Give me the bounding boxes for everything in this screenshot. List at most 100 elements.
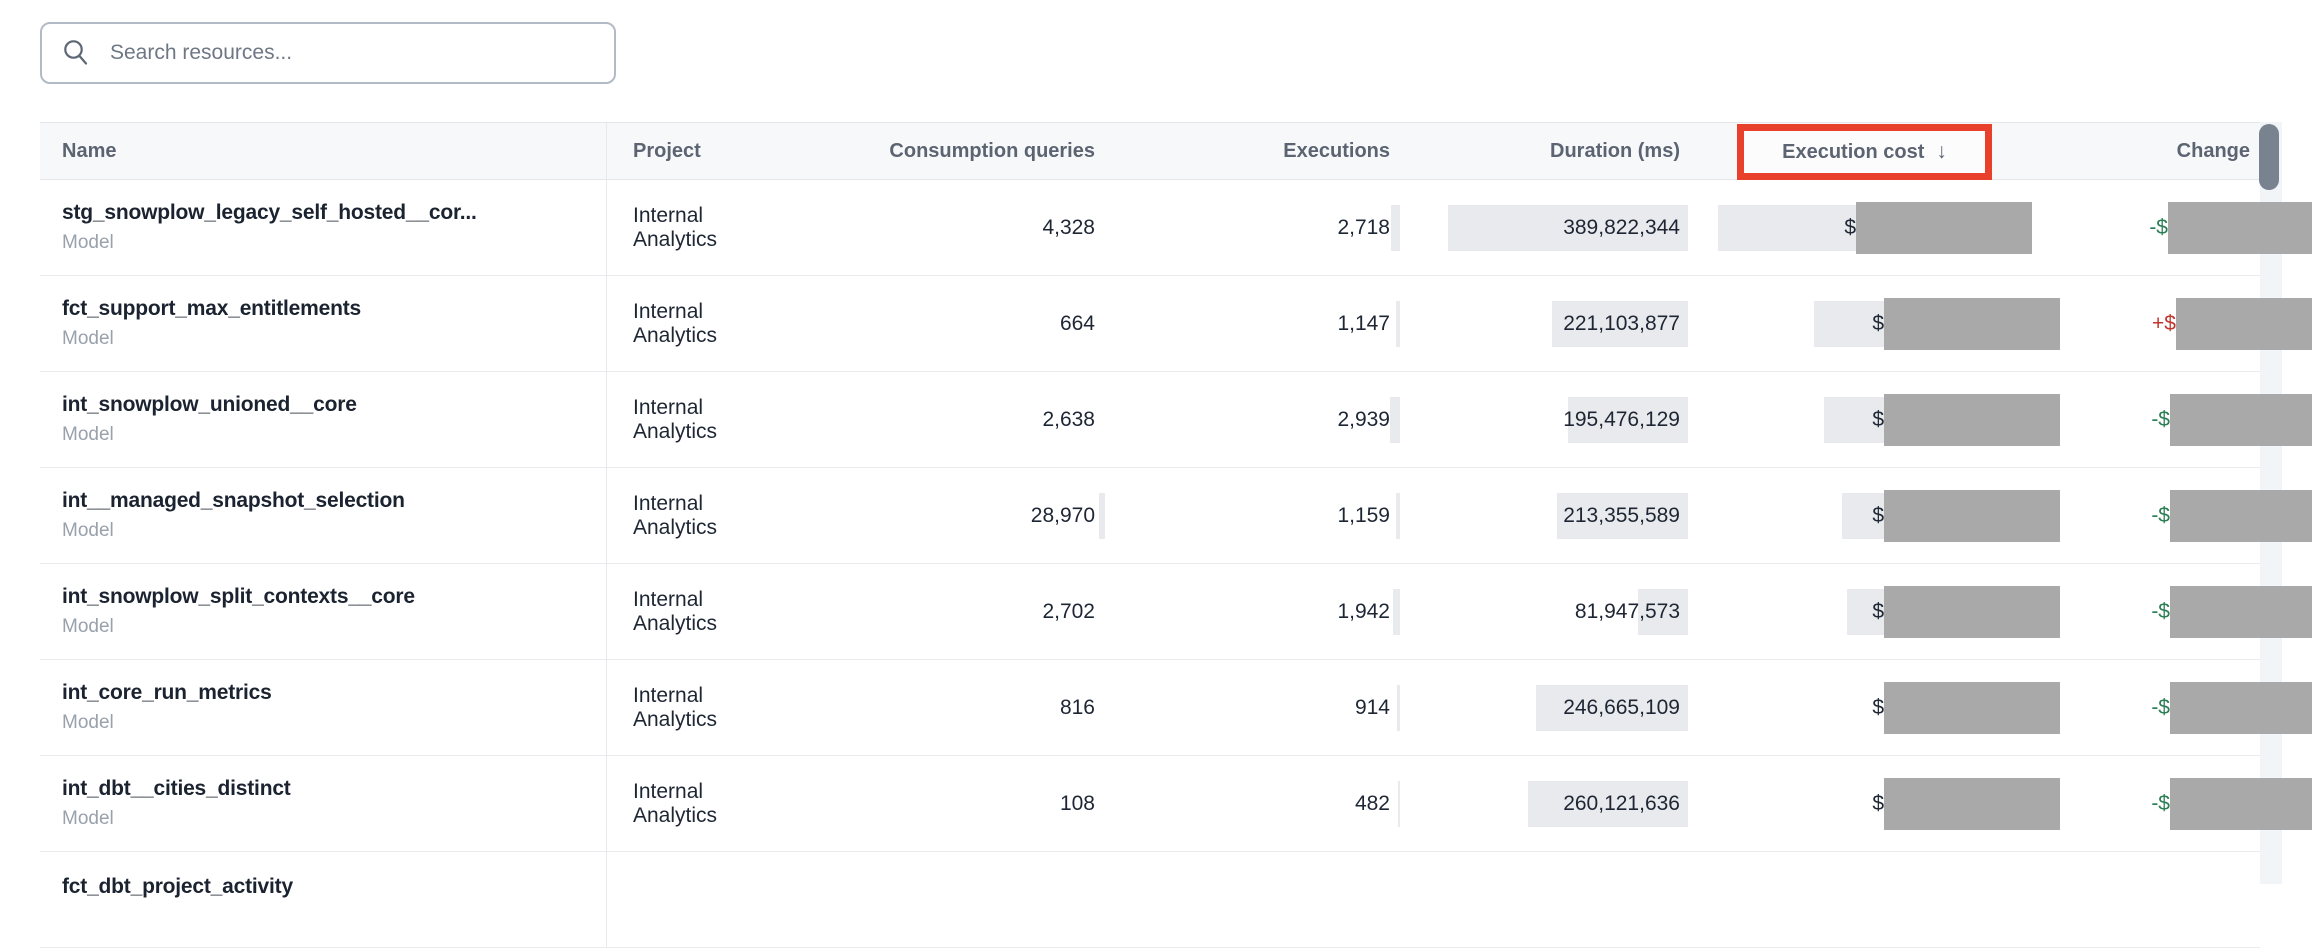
consumption-queries-value: 108	[1059, 791, 1095, 815]
execution-cost-cell: $	[1690, 276, 2060, 371]
resource-name[interactable]: fct_support_max_entitlements	[62, 297, 361, 320]
name-cell[interactable]: stg_snowplow_legacy_self_hosted__cor... …	[40, 180, 607, 275]
column-header-consumption-label: Consumption queries	[889, 139, 1095, 162]
duration-value: 221,103,877	[1563, 311, 1680, 335]
resource-name[interactable]: int_snowplow_split_contexts__core	[62, 585, 415, 608]
column-header-execution-cost[interactable]: Execution cost ↓	[1690, 123, 2040, 180]
consumption-queries-cell: 2,638	[790, 372, 1105, 467]
consumption-queries-value: 4,328	[1042, 215, 1095, 239]
duration-heat-bar	[1568, 397, 1688, 443]
executions-value: 2,718	[1337, 215, 1390, 239]
name-cell[interactable]: fct_dbt_project_activity	[40, 852, 607, 947]
change-cell: -$	[2040, 564, 2312, 659]
duration-heat-bar	[1552, 301, 1688, 347]
project-cell: Internal Analytics	[607, 756, 790, 851]
duration-cell: 246,665,109	[1400, 660, 1690, 755]
executions-value: 1,159	[1337, 503, 1390, 527]
executions-value: 482	[1354, 791, 1390, 815]
execution-cost-cell: $	[1690, 756, 2060, 851]
change-sign: +$	[2152, 311, 2176, 335]
cost-redaction-block	[1856, 202, 2032, 254]
change-redaction-block	[2168, 202, 2312, 254]
project-cell: Internal Analytics	[607, 564, 790, 659]
consumption-queries-cell: 28,970	[790, 468, 1105, 563]
name-cell[interactable]: int_dbt__cities_distinct Model	[40, 756, 607, 851]
column-header-consumption-queries[interactable]: Consumption queries	[790, 123, 1105, 179]
name-cell[interactable]: int_core_run_metrics Model	[40, 660, 607, 755]
consumption-queries-value: 816	[1059, 695, 1095, 719]
table-row[interactable]: stg_snowplow_legacy_self_hosted__cor... …	[40, 180, 2312, 276]
executions-heat-bar	[1393, 589, 1400, 635]
search-input[interactable]	[108, 40, 596, 66]
project-value: Internal Analytics	[633, 299, 718, 347]
execution-cost-cell	[1690, 852, 2040, 947]
consumption-queries-cell: 4,328	[790, 180, 1105, 275]
consumption-queries-value: 28,970	[1030, 503, 1095, 527]
column-header-name[interactable]: Name	[40, 123, 607, 179]
executions-value: 1,147	[1337, 311, 1390, 335]
executions-cell	[1105, 852, 1400, 947]
change-redaction-block	[2176, 298, 2312, 350]
change-cell: -$	[2040, 372, 2312, 467]
duration-value: 246,665,109	[1563, 695, 1680, 719]
column-header-duration[interactable]: Duration (ms)	[1400, 123, 1690, 179]
sort-descending-icon[interactable]: ↓	[1936, 140, 1947, 163]
column-header-change[interactable]: Change	[2040, 123, 2260, 179]
project-cell	[607, 852, 790, 947]
name-cell[interactable]: int__managed_snapshot_selection Model	[40, 468, 607, 563]
table-row[interactable]: int_snowplow_unioned__core Model Interna…	[40, 372, 2312, 468]
table-row[interactable]: int_dbt__cities_distinct Model Internal …	[40, 756, 2312, 852]
column-header-duration-label: Duration (ms)	[1550, 139, 1680, 162]
table-row[interactable]: fct_dbt_project_activity	[40, 852, 2260, 948]
cost-redaction-block	[1884, 586, 2060, 638]
resource-name[interactable]: stg_snowplow_legacy_self_hosted__cor...	[62, 201, 477, 224]
duration-cell	[1400, 852, 1690, 947]
project-cell: Internal Analytics	[607, 660, 790, 755]
search-box[interactable]	[40, 22, 616, 84]
resource-name[interactable]: int__managed_snapshot_selection	[62, 489, 405, 512]
column-header-project[interactable]: Project	[607, 123, 790, 179]
resource-type: Model	[62, 424, 114, 445]
consumption-queries-cell: 664	[790, 276, 1105, 371]
column-header-executions[interactable]: Executions	[1105, 123, 1400, 179]
duration-value: 260,121,636	[1563, 791, 1680, 815]
scrollbar-thumb[interactable]	[2259, 124, 2279, 190]
duration-cell: 221,103,877	[1400, 276, 1690, 371]
resource-name[interactable]: int_dbt__cities_distinct	[62, 777, 291, 800]
table-row[interactable]: int_snowplow_split_contexts__core Model …	[40, 564, 2312, 660]
change-redaction-block	[2170, 682, 2312, 734]
duration-value: 213,355,589	[1563, 503, 1680, 527]
table-row[interactable]: fct_support_max_entitlements Model Inter…	[40, 276, 2312, 372]
executions-cell: 1,147	[1105, 276, 1400, 371]
duration-cell: 389,822,344	[1400, 180, 1690, 275]
executions-heat-bar	[1390, 397, 1400, 443]
project-value: Internal Analytics	[633, 491, 718, 539]
resources-table: Name Project Consumption queries Executi…	[40, 122, 2312, 948]
name-cell[interactable]: fct_support_max_entitlements Model	[40, 276, 607, 371]
resource-name[interactable]: int_snowplow_unioned__core	[62, 393, 357, 416]
search-icon	[64, 40, 88, 65]
table-row[interactable]: int_core_run_metrics Model Internal Anal…	[40, 660, 2312, 756]
consumption-queries-cell: 816	[790, 660, 1105, 755]
cost-currency-symbol: $	[1844, 215, 1856, 239]
cost-heat-bar	[1842, 493, 1884, 539]
change-sign: -$	[2151, 503, 2170, 527]
column-header-name-label: Name	[62, 139, 117, 162]
consumption-queries-cell	[790, 852, 1105, 947]
table-header-row: Name Project Consumption queries Executi…	[40, 122, 2260, 180]
project-value: Internal Analytics	[633, 683, 718, 731]
executions-heat-bar	[1391, 205, 1400, 251]
project-cell: Internal Analytics	[607, 180, 790, 275]
execution-cost-cell: $	[1690, 372, 2060, 467]
executions-heat-bar	[1398, 781, 1400, 827]
resource-name[interactable]: fct_dbt_project_activity	[62, 874, 293, 898]
table-row[interactable]: int__managed_snapshot_selection Model In…	[40, 468, 2312, 564]
change-cell: +$	[2040, 276, 2312, 371]
cost-redaction-block	[1884, 298, 2060, 350]
name-cell[interactable]: int_snowplow_unioned__core Model	[40, 372, 607, 467]
name-cell[interactable]: int_snowplow_split_contexts__core Model	[40, 564, 607, 659]
resource-name[interactable]: int_core_run_metrics	[62, 681, 272, 704]
column-header-execution-cost-label: Execution cost	[1782, 140, 1925, 163]
consumption-queries-value: 2,638	[1042, 407, 1095, 431]
executions-cell: 1,159	[1105, 468, 1400, 563]
